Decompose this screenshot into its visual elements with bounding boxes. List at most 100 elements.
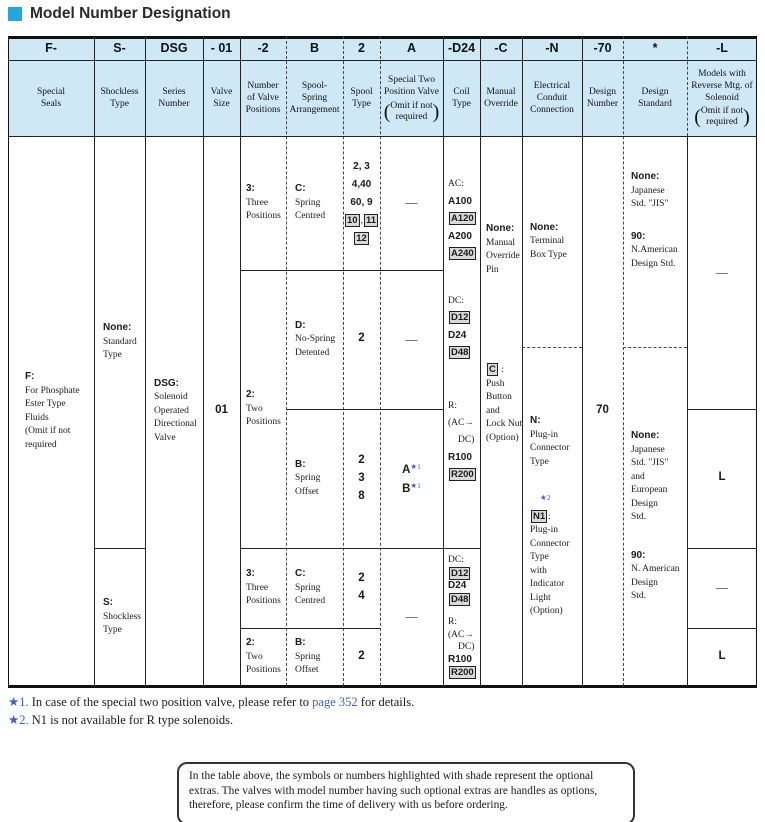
text-line: 4 bbox=[358, 588, 364, 606]
text-line: For Phosphate bbox=[25, 385, 94, 399]
text: required bbox=[706, 117, 738, 127]
text-line: ★2. N1 is not available for R type solen… bbox=[8, 713, 414, 728]
text-line: Manual bbox=[486, 237, 522, 251]
text: Ester Type bbox=[25, 399, 66, 409]
text: Number bbox=[247, 81, 279, 91]
page-352-link[interactable]: page 352 bbox=[312, 695, 358, 709]
text-line: R100 bbox=[448, 449, 480, 467]
text: ★2 bbox=[540, 493, 551, 503]
text: (AC→ bbox=[448, 418, 474, 428]
cell-special-valve-none-2: — bbox=[380, 270, 443, 409]
text: Std. "JIS" bbox=[631, 458, 669, 469]
header-desc-special-seals: Special Seals bbox=[8, 60, 94, 136]
cell-spool-types-detented: 2 bbox=[343, 270, 380, 409]
text-line: 2 bbox=[358, 650, 364, 665]
header-desc-coil-type: Coil Type bbox=[443, 60, 480, 136]
table-hline bbox=[687, 409, 757, 410]
text-line: Positions bbox=[246, 664, 286, 678]
text: In the table above, the symbols or numbe… bbox=[189, 770, 594, 782]
text: 2 bbox=[358, 572, 365, 584]
table-vline bbox=[522, 36, 523, 686]
text: — bbox=[405, 331, 418, 346]
text-line: Std. "JIS" bbox=[631, 457, 687, 471]
text: Type bbox=[530, 552, 549, 563]
text-line: B: bbox=[295, 458, 343, 473]
text: Spool- bbox=[301, 81, 328, 91]
text: Electrical bbox=[533, 81, 571, 91]
text: A bbox=[402, 464, 411, 476]
header-desc-reverse-mtg: Models with Reverse Mtg. of Solenoid (Omit … bbox=[687, 60, 757, 136]
text-line: F: bbox=[25, 370, 94, 385]
table-vline bbox=[443, 36, 444, 686]
header-code-spool: 2 bbox=[358, 41, 365, 55]
text-line: Push bbox=[486, 378, 522, 392]
text: Models with bbox=[698, 69, 746, 79]
header-desc-spool-spring: Spool- Spring Arrangement bbox=[286, 60, 343, 136]
text: S: bbox=[103, 597, 113, 609]
table-vline-dashed bbox=[380, 36, 381, 686]
text: R100 bbox=[448, 653, 472, 665]
text-line: None: bbox=[486, 222, 522, 237]
text-line: D24 bbox=[448, 580, 480, 593]
text: required bbox=[25, 439, 57, 450]
text: : bbox=[548, 511, 551, 522]
text-line: (Omit if not required) bbox=[694, 106, 750, 128]
text-line: 3: bbox=[246, 182, 286, 197]
text-line: DSG: bbox=[154, 377, 203, 392]
header-code-a: A bbox=[406, 41, 417, 55]
header-code-l: -L bbox=[716, 41, 728, 55]
text: Connector bbox=[530, 538, 570, 549]
cell-spool-types-centred: 2, 3 4,40 60, 9 10, 11 12 bbox=[343, 136, 380, 270]
table-vline-dashed bbox=[286, 36, 287, 686]
text-line: D24 bbox=[448, 327, 480, 345]
text: AC: bbox=[448, 179, 464, 189]
text: Special Two bbox=[388, 74, 435, 85]
text-line: 12 bbox=[353, 230, 370, 248]
text: Connector bbox=[530, 443, 570, 454]
text: N1 is not available for R type solenoids… bbox=[28, 713, 234, 727]
cell-manual-override: None: Manual Override Pin C : Push Button and Lo… bbox=[480, 136, 522, 686]
text: Position Valve bbox=[384, 86, 439, 97]
paren-text: Omit if not required bbox=[701, 106, 743, 128]
cell-special-valve-none-3: — bbox=[380, 548, 443, 686]
text: — bbox=[716, 580, 728, 595]
text: : bbox=[498, 365, 504, 375]
text: Design bbox=[589, 87, 616, 97]
cell-positions-three-lower: 3: Three Positions bbox=[240, 548, 286, 628]
text: Spring bbox=[295, 197, 321, 208]
text-line: Std. bbox=[631, 511, 687, 525]
cell-reverse-mtg-none-1: — bbox=[687, 136, 757, 409]
text-line: Manual bbox=[486, 86, 515, 98]
table-header-background bbox=[8, 36, 757, 136]
text: Std. bbox=[631, 591, 647, 602]
text: F: bbox=[25, 371, 35, 382]
table-hline-dashed bbox=[623, 347, 687, 348]
text: Special bbox=[37, 87, 65, 97]
text-line: (Omit if not required) bbox=[384, 101, 440, 123]
text-line: S: bbox=[103, 596, 145, 611]
cell-positions-three-upper: 3: Three Positions bbox=[240, 136, 286, 270]
cell-no-spring-detented: D: No-Spring Detented bbox=[286, 270, 343, 409]
text: None: bbox=[631, 171, 660, 182]
text-line: R200 bbox=[448, 467, 480, 484]
text: D24 bbox=[448, 330, 467, 341]
text-line: R: bbox=[448, 398, 480, 415]
shaded-option-code: N1 bbox=[531, 509, 548, 523]
shaded-option-code: D12 bbox=[449, 311, 471, 324]
text-line: D48 bbox=[448, 592, 480, 607]
paren: ( bbox=[383, 100, 391, 123]
text: DC) bbox=[458, 435, 475, 445]
text-line: Type bbox=[352, 98, 371, 110]
text: 2, 3 bbox=[353, 161, 370, 172]
text: Three bbox=[246, 197, 269, 208]
text: Omit if not bbox=[390, 100, 433, 111]
text-line: DC: bbox=[448, 554, 480, 567]
header-desc-design-number: Design Number bbox=[582, 60, 623, 136]
text: Design bbox=[631, 498, 658, 509]
text-line: 2 bbox=[358, 570, 364, 588]
text: for details. bbox=[357, 695, 415, 709]
text: 2: bbox=[246, 389, 255, 401]
header-desc-valve-size: Valve Size bbox=[203, 60, 240, 136]
text-line: ★1. In case of the special two position … bbox=[8, 695, 414, 710]
cell-spring-centred-upper: C: Spring Centred bbox=[286, 136, 343, 270]
